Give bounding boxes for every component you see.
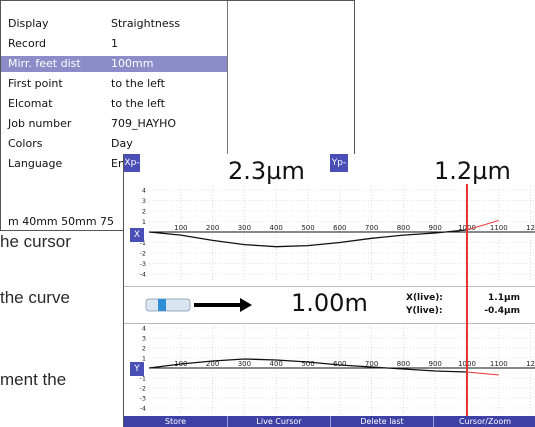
setting-key: Record bbox=[8, 37, 47, 50]
x-tick-label: 400 bbox=[270, 224, 283, 232]
y-plot-y-ticks: 4 3 2 1 -1 -2 -3 -4 bbox=[140, 325, 146, 413]
setting-key: Language bbox=[8, 157, 63, 170]
x-tick-label: 100 bbox=[174, 224, 187, 232]
xpp-value: 2.3µm bbox=[228, 157, 305, 185]
y-tick-label: 1 bbox=[142, 355, 146, 363]
cursor-zoom-button[interactable]: Cursor/Zoom bbox=[458, 417, 512, 426]
y-tick-label: 4 bbox=[142, 325, 146, 333]
x-plot-y-ticks: 4 3 2 1 -1 -2 -3 -4 bbox=[140, 187, 146, 279]
softkey-divider bbox=[227, 416, 228, 427]
xpp-label: Xp-p bbox=[124, 154, 140, 186]
y-plot-x-ticks: 1002003004005006007008009001000110012 bbox=[174, 360, 535, 368]
x-tick-label: 500 bbox=[301, 360, 314, 368]
x-plot: 4 3 2 1 -1 -2 -3 -4 100 200 300 400 500 600 700 800 900… bbox=[140, 186, 535, 282]
x-tick-label: 400 bbox=[270, 360, 283, 368]
x-extrapolation-line bbox=[466, 219, 499, 231]
level-arrow-icon bbox=[145, 298, 252, 312]
x-tick-label: 12 bbox=[526, 360, 535, 368]
y-tick-label: -4 bbox=[140, 405, 146, 413]
setting-key: Mirr. feet dist bbox=[8, 57, 81, 70]
setting-row-record[interactable]: Record 1 bbox=[1, 36, 227, 52]
distance-options-text: m 40mm 50mm 75 bbox=[8, 215, 115, 228]
setting-key: Display bbox=[8, 17, 49, 30]
x-tick-label: 700 bbox=[365, 360, 378, 368]
ypp-value: 1.2µm bbox=[434, 157, 511, 185]
setting-row-colors[interactable]: Colors Day bbox=[1, 136, 227, 152]
y-tick-label: 2 bbox=[142, 208, 146, 216]
x-tick-label: 12 bbox=[526, 224, 535, 232]
doc-text-line-1: he cursor bbox=[0, 232, 71, 251]
delete-last-button[interactable]: Delete last bbox=[360, 417, 404, 426]
x-tick-label: 600 bbox=[333, 224, 346, 232]
y-tick-label: -3 bbox=[140, 395, 146, 403]
y-tick-label: -1 bbox=[140, 375, 146, 383]
setting-value: Day bbox=[111, 137, 133, 150]
distance-bar: 1.00m X(live): 1.1µm Y(live): -0.4µm bbox=[124, 286, 535, 324]
setting-key: Colors bbox=[8, 137, 43, 150]
y-plot-grid bbox=[149, 326, 535, 414]
doc-text-line-3: ment the bbox=[0, 370, 67, 389]
x-tick-label: 900 bbox=[429, 224, 442, 232]
setting-value: 100mm bbox=[111, 57, 154, 70]
y-tick-label: 3 bbox=[142, 197, 146, 205]
setting-key: Elcomat bbox=[8, 97, 53, 110]
setting-key: First point bbox=[8, 77, 63, 90]
x-tick-label: 200 bbox=[206, 224, 219, 232]
softkey-bar: Store Live Cursor Delete last Cursor/Zoo… bbox=[124, 416, 535, 427]
y-tick-label: 4 bbox=[142, 187, 146, 195]
ypp-label: Yp-p bbox=[330, 154, 348, 186]
setting-value: to the left bbox=[111, 77, 165, 90]
setting-value: Straightness bbox=[111, 17, 181, 30]
x-plot-grid bbox=[149, 186, 535, 282]
y-tick-label: -2 bbox=[140, 250, 146, 258]
panel-divider bbox=[227, 1, 228, 230]
setting-row-display[interactable]: Display Straightness bbox=[1, 16, 227, 32]
x-live-value: 1.1µm bbox=[488, 293, 520, 303]
x-tick-label: 300 bbox=[238, 224, 251, 232]
y-series-line bbox=[148, 358, 468, 373]
x-tick-label: 300 bbox=[238, 360, 251, 368]
y-tick-label: 2 bbox=[142, 345, 146, 353]
y-tick-label: -2 bbox=[140, 385, 146, 393]
softkey-divider bbox=[330, 416, 331, 427]
x-series-line bbox=[148, 229, 468, 248]
setting-value: to the left bbox=[111, 97, 165, 110]
y-axis-label: Y bbox=[130, 362, 144, 376]
y-tick-label: 3 bbox=[142, 335, 146, 343]
x-tick-label: 1100 bbox=[490, 360, 508, 368]
x-tick-label: 200 bbox=[206, 360, 219, 368]
setting-value: 709_HAYHO bbox=[111, 117, 177, 130]
y-tick-label: -1 bbox=[140, 239, 146, 247]
x-tick-label: 700 bbox=[365, 224, 378, 232]
setting-key: Job number bbox=[8, 117, 72, 130]
store-button[interactable]: Store bbox=[164, 417, 187, 426]
measurement-window: Xp-p 2.3µm Yp-p 1.2µm 4 3 2 1 -1 -2 -3 -4 100 20… bbox=[123, 154, 535, 427]
x-tick-label: 800 bbox=[397, 224, 410, 232]
cursor-line[interactable] bbox=[466, 184, 468, 416]
x-tick-label: 600 bbox=[333, 360, 346, 368]
distance-value: 1.00m bbox=[291, 289, 368, 317]
y-live-label: Y(live): bbox=[406, 306, 443, 316]
x-tick-label: 1100 bbox=[490, 224, 508, 232]
doc-text-line-2: the curve bbox=[0, 288, 70, 307]
y-tick-label: -4 bbox=[140, 271, 146, 279]
setting-row-elcomat[interactable]: Elcomat to the left bbox=[1, 96, 227, 112]
y-tick-label: 1 bbox=[142, 218, 146, 226]
x-tick-label: 900 bbox=[429, 360, 442, 368]
x-live-label: X(live): bbox=[406, 293, 443, 303]
setting-row-mirror-feet-distance[interactable]: Mirr. feet dist 100mm bbox=[1, 56, 227, 72]
y-tick-label: -3 bbox=[140, 260, 146, 268]
x-axis-label: X bbox=[130, 228, 144, 242]
softkey-divider bbox=[433, 416, 434, 427]
setting-value: 1 bbox=[111, 37, 118, 50]
y-live-value: -0.4µm bbox=[484, 306, 520, 316]
x-tick-label: 800 bbox=[397, 360, 410, 368]
setting-row-job-number[interactable]: Job number 709_HAYHO bbox=[1, 116, 227, 132]
x-tick-label: 500 bbox=[301, 224, 314, 232]
y-extrapolation-line bbox=[466, 371, 499, 376]
x-plot-x-ticks: 1002003004005006007008009001000110012 bbox=[174, 224, 535, 232]
setting-row-first-point[interactable]: First point to the left bbox=[1, 76, 227, 92]
live-cursor-button[interactable]: Live Cursor bbox=[256, 417, 302, 426]
